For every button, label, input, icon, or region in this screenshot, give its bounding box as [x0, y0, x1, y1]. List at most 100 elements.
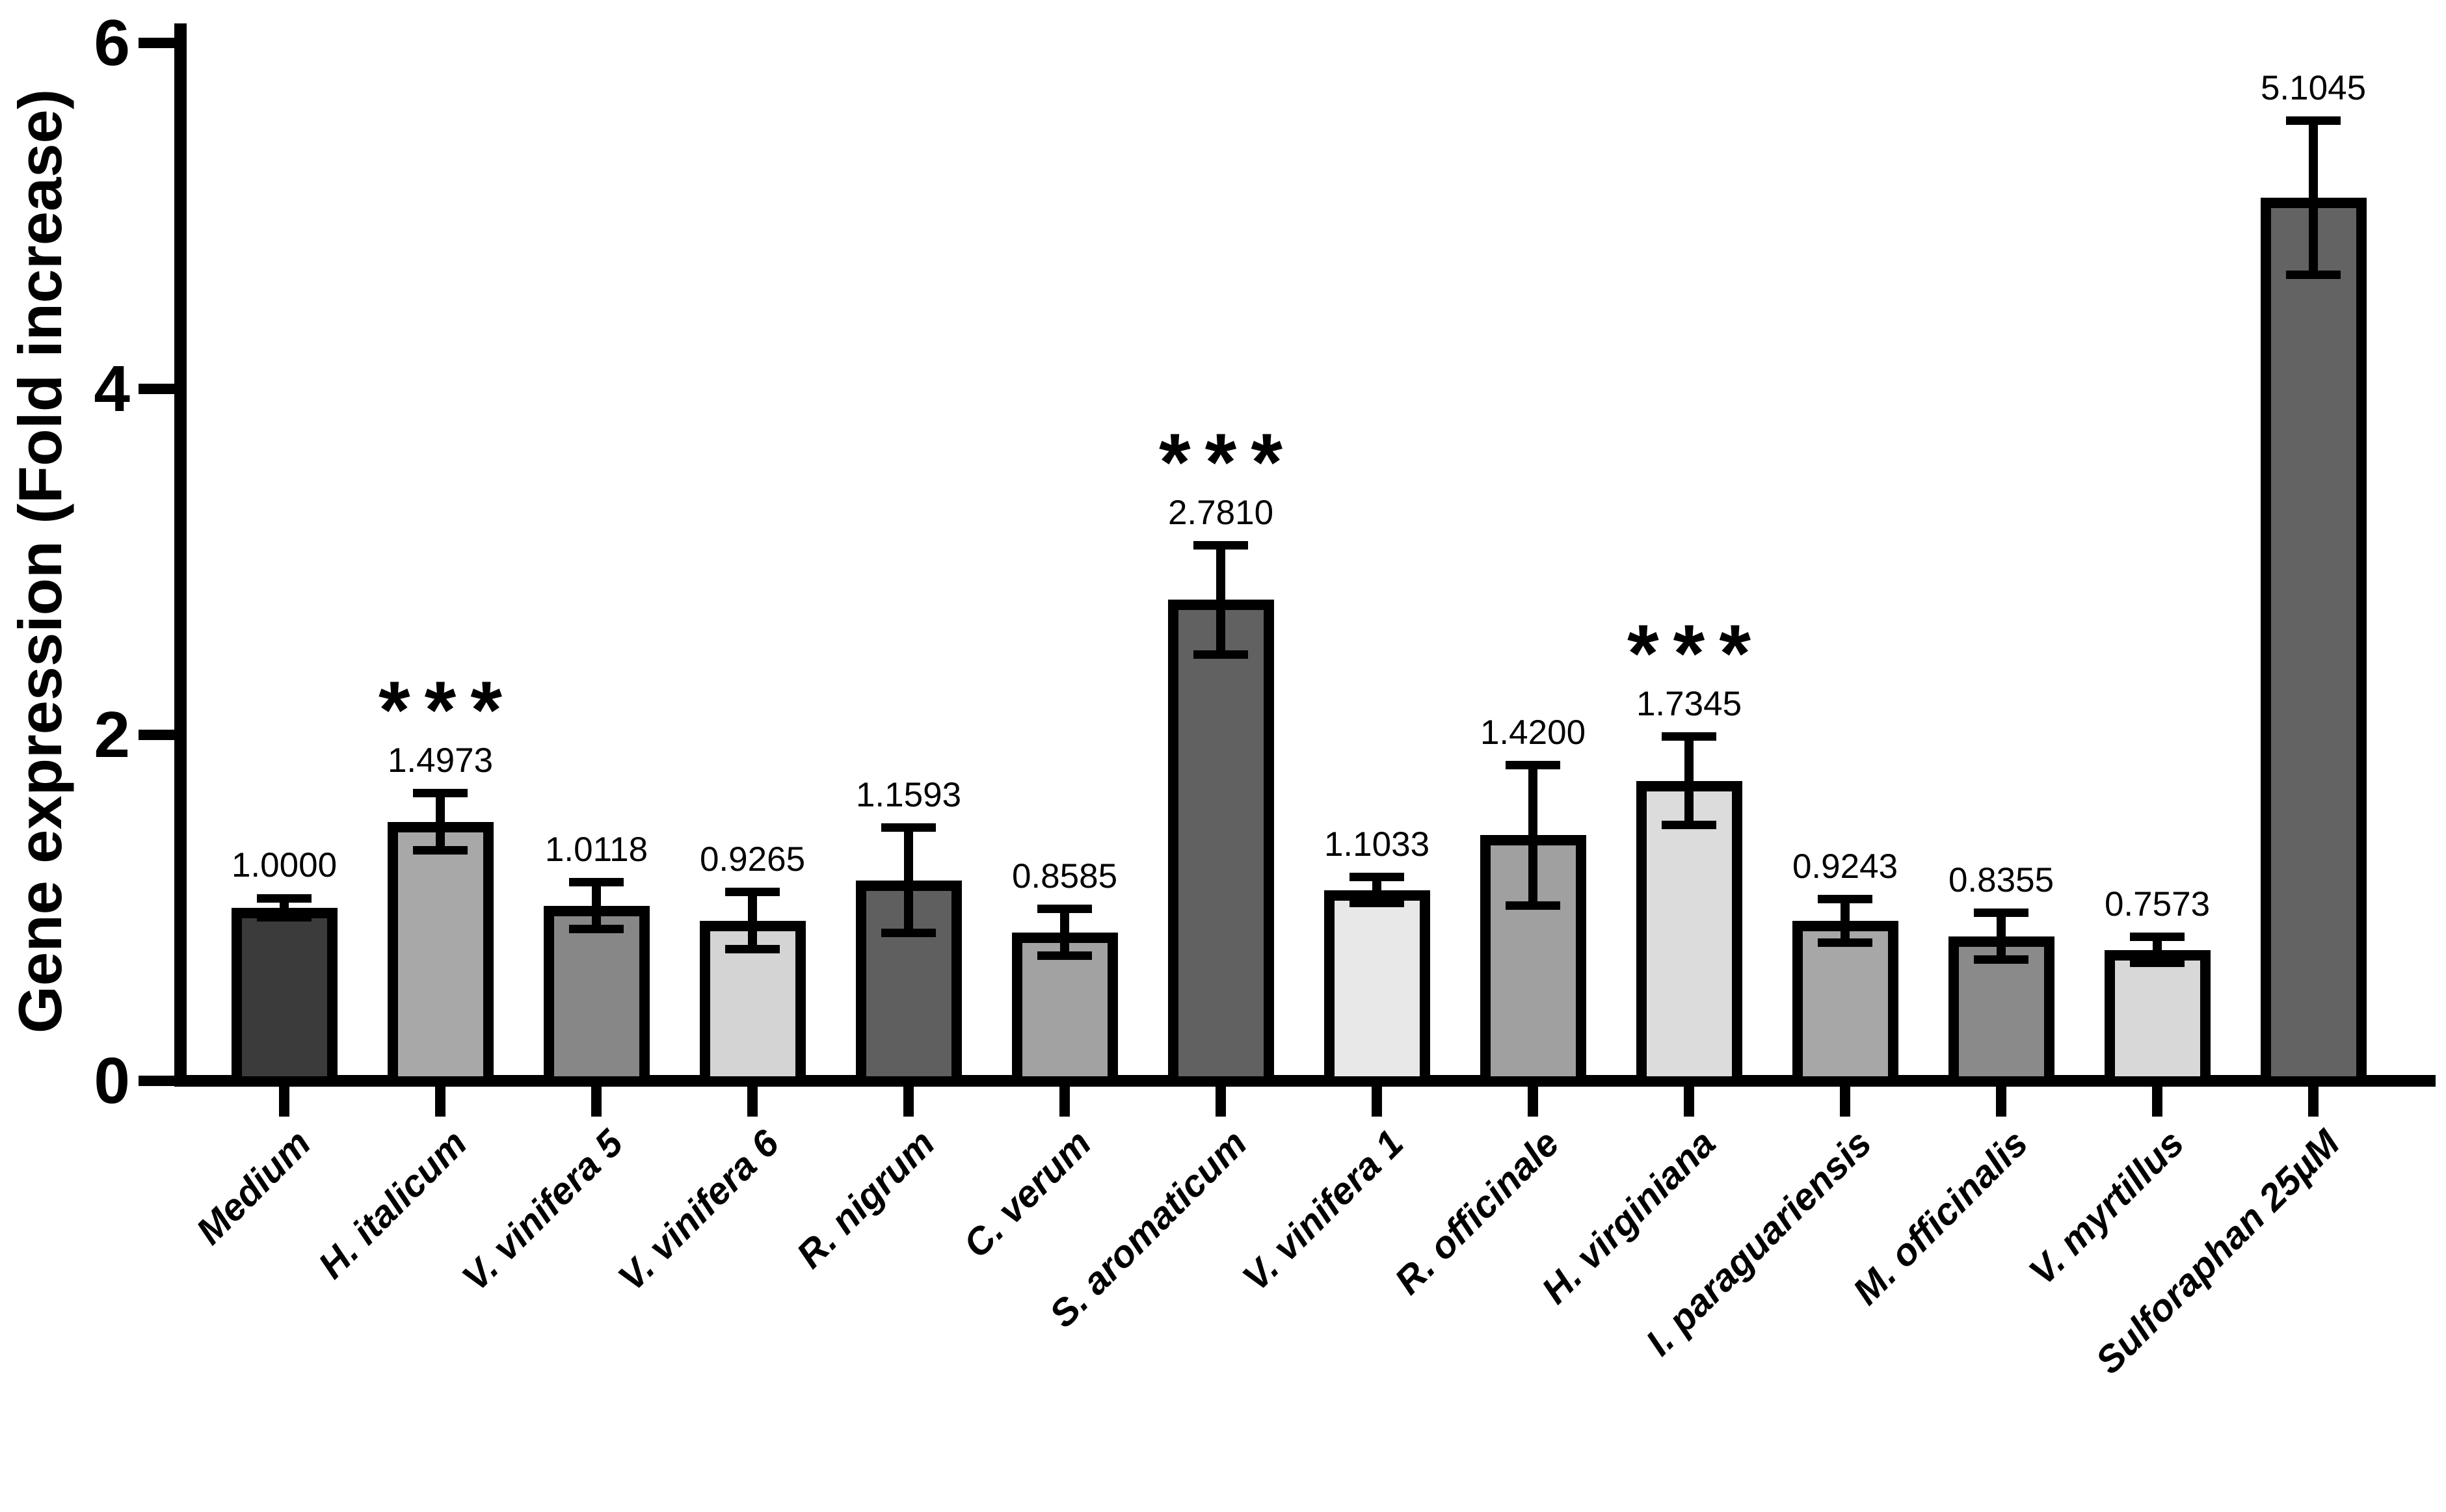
error-bar-cap-top [881, 823, 936, 832]
error-bar-cap-top [1506, 760, 1560, 769]
error-bar-stem [2309, 116, 2318, 280]
bar [2260, 198, 2367, 1087]
bar-value-label: 1.4200 [1480, 713, 1586, 752]
x-tick-mark [2152, 1087, 2162, 1117]
bar [1792, 921, 1898, 1087]
bar [2104, 949, 2211, 1087]
x-tick-mark [1996, 1087, 2006, 1117]
x-tick-mark [2308, 1087, 2319, 1117]
error-bar-cap-bottom [2286, 271, 2341, 280]
x-tick-mark [591, 1087, 602, 1117]
y-axis-title: Gene expression (Fold increase) [6, 88, 74, 1034]
x-category-label: C. verum [955, 1122, 1100, 1266]
x-tick-mark [279, 1087, 289, 1117]
bar-value-label: 2.7810 [1167, 493, 1274, 532]
x-category-label: H. italicum [310, 1122, 475, 1287]
y-tick-label: 6 [94, 7, 130, 79]
x-category-label: V. vinifera 6 [609, 1122, 788, 1299]
bar [543, 905, 650, 1087]
error-bar-cap-top [725, 888, 780, 896]
x-tick-mark [1216, 1087, 1226, 1117]
bar-value-label: 0.8585 [1011, 856, 1118, 895]
bar-value-label: 0.7573 [2104, 884, 2211, 923]
error-bar-cap-top [569, 878, 624, 887]
error-bar-cap-top [1662, 732, 1716, 741]
y-tick-label: 4 [94, 352, 130, 425]
x-category-label: V. myrtillus [2020, 1122, 2192, 1293]
significance-stars: *** [1627, 609, 1765, 700]
error-bar-stem [1997, 909, 2006, 964]
bar [1636, 780, 1742, 1087]
error-bar-stem [2153, 932, 2162, 968]
bar-value-label: 0.9243 [1792, 847, 1898, 886]
bar [387, 821, 494, 1087]
bar-value-label: 1.7345 [1636, 684, 1742, 723]
bar-value-label: 1.0000 [231, 846, 338, 885]
y-tick-label: 2 [94, 698, 130, 771]
bar-value-label: 1.1593 [855, 775, 962, 814]
x-tick-mark [747, 1087, 758, 1117]
error-bar-cap-top [413, 789, 468, 798]
x-category-label: V. vinifera 1 [1234, 1122, 1412, 1299]
y-tick-mark [139, 38, 175, 48]
x-category-label: V. vinifera 5 [453, 1122, 631, 1299]
x-tick-mark [1372, 1087, 1382, 1117]
error-bar-cap-bottom [1818, 938, 1872, 948]
x-tick-mark [1528, 1087, 1538, 1117]
error-bar-stem [1216, 540, 1225, 659]
bar-value-label: 1.1033 [1323, 825, 1430, 864]
x-tick-mark [1684, 1087, 1694, 1117]
error-bar-stem [1372, 872, 1381, 908]
error-bar-cap-bottom [257, 913, 312, 922]
error-bar-stem [1684, 732, 1694, 830]
bar-value-label: 0.9265 [699, 840, 806, 879]
error-bar-cap-bottom [1974, 955, 2028, 964]
x-axis-line [174, 1075, 2436, 1087]
significance-stars: *** [379, 665, 516, 756]
x-tick-mark [1059, 1087, 1070, 1117]
bar-value-label: 1.4973 [387, 741, 494, 780]
error-bar-cap-bottom [1506, 901, 1560, 910]
error-bar-cap-top [1037, 905, 1092, 914]
error-bar-stem [436, 789, 445, 855]
error-bar-cap-top [1193, 540, 1248, 550]
y-tick-mark [139, 1076, 175, 1086]
error-bar-cap-top [1974, 909, 2028, 918]
x-category-label: R. officinale [1387, 1122, 1568, 1303]
y-tick-mark [139, 384, 175, 394]
bar [1948, 936, 2054, 1087]
error-bar-cap-bottom [1349, 899, 1404, 908]
y-tick-label: 0 [94, 1044, 130, 1117]
bar-value-label: 1.0118 [544, 830, 648, 869]
bar [231, 908, 338, 1087]
error-bar-stem [1528, 760, 1537, 910]
error-bar-cap-bottom [413, 846, 468, 855]
error-bar-stem [1060, 905, 1069, 961]
bar-value-label: 0.8355 [1948, 860, 2054, 899]
error-bar-cap-bottom [725, 945, 780, 954]
significance-stars: *** [1159, 417, 1297, 508]
y-tick-mark [139, 730, 175, 740]
error-bar-cap-top [2286, 116, 2341, 126]
error-bar-stem [592, 878, 601, 934]
error-bar-cap-top [1349, 872, 1404, 881]
x-tick-mark [1840, 1087, 1850, 1117]
error-bar-cap-top [1818, 895, 1872, 904]
error-bar-stem [904, 823, 913, 938]
error-bar-cap-top [2130, 932, 2185, 941]
error-bar-stem [1841, 895, 1850, 948]
error-bar-cap-bottom [1662, 821, 1716, 830]
error-bar-stem [748, 888, 757, 954]
error-bar-cap-bottom [881, 929, 936, 938]
error-bar-cap-bottom [2130, 959, 2185, 968]
x-category-label: Medium [188, 1122, 319, 1253]
error-bar-cap-bottom [1193, 650, 1248, 659]
error-bar-cap-bottom [1037, 951, 1092, 961]
y-axis-line [174, 23, 187, 1087]
x-tick-mark [435, 1087, 445, 1117]
error-bar-cap-top [257, 894, 312, 903]
x-category-label: R. nigrum [788, 1122, 944, 1277]
x-tick-mark [903, 1087, 914, 1117]
bar-value-label: 5.1045 [2260, 68, 2367, 107]
